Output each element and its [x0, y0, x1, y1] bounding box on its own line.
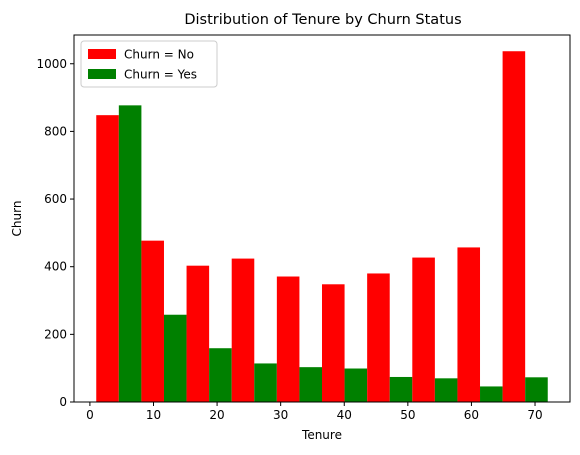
x-tick-label: 60	[464, 408, 479, 422]
bar-churn-yes-3	[254, 363, 277, 402]
bar-churn-yes-7	[434, 378, 458, 402]
bar-churn-yes-8	[480, 386, 503, 402]
x-tick-label: 50	[400, 408, 415, 422]
y-axis-title: Churn	[10, 201, 24, 237]
x-axis-title: Tenure	[301, 428, 342, 442]
plot-frame	[73, 34, 571, 403]
y-tick-label: 0	[59, 395, 67, 409]
x-tick-label: 10	[146, 408, 161, 422]
x-tick-label: 30	[273, 408, 288, 422]
x-axis: 0 10 20 30 40 50 60 70	[86, 402, 543, 422]
x-tick-label: 20	[209, 408, 224, 422]
bar-churn-no-2	[186, 265, 210, 402]
bar-churn-yes-4	[299, 367, 322, 402]
bar-churn-no-6	[367, 273, 390, 402]
bar-churn-no-5	[322, 284, 345, 402]
legend-label-churn-no: Churn = No	[124, 48, 194, 62]
legend: Churn = No Churn = Yes	[80, 40, 218, 88]
bars-group	[96, 51, 548, 403]
bar-churn-no-7	[412, 257, 435, 402]
bar-churn-yes-2	[209, 348, 232, 402]
bar-churn-no-4	[276, 276, 300, 402]
y-tick-label: 200	[44, 327, 67, 341]
legend-swatch-churn-yes	[88, 69, 116, 79]
x-tick-label: 0	[86, 408, 94, 422]
bar-churn-yes-0	[118, 105, 142, 402]
x-tick-label: 70	[527, 408, 542, 422]
x-tick-label: 40	[337, 408, 352, 422]
bar-churn-yes-5	[344, 368, 368, 402]
bar-churn-no-0	[96, 115, 119, 402]
y-axis: 0 200 400 600 800 1000	[36, 57, 74, 409]
y-tick-label: 800	[44, 124, 67, 138]
y-tick-label: 1000	[36, 57, 67, 71]
bar-churn-yes-9	[525, 377, 548, 402]
bar-churn-no-1	[141, 240, 164, 402]
legend-label-churn-yes: Churn = Yes	[124, 68, 197, 82]
bar-churn-no-3	[231, 258, 255, 402]
bar-churn-yes-1	[163, 314, 187, 402]
y-tick-label: 400	[44, 260, 67, 274]
y-tick-label: 600	[44, 192, 67, 206]
chart-title: Distribution of Tenure by Churn Status	[184, 12, 461, 28]
bar-churn-no-8	[457, 247, 481, 402]
bar-churn-yes-6	[389, 376, 413, 402]
legend-swatch-churn-no	[88, 49, 116, 59]
bar-churn-no-9	[502, 51, 526, 403]
